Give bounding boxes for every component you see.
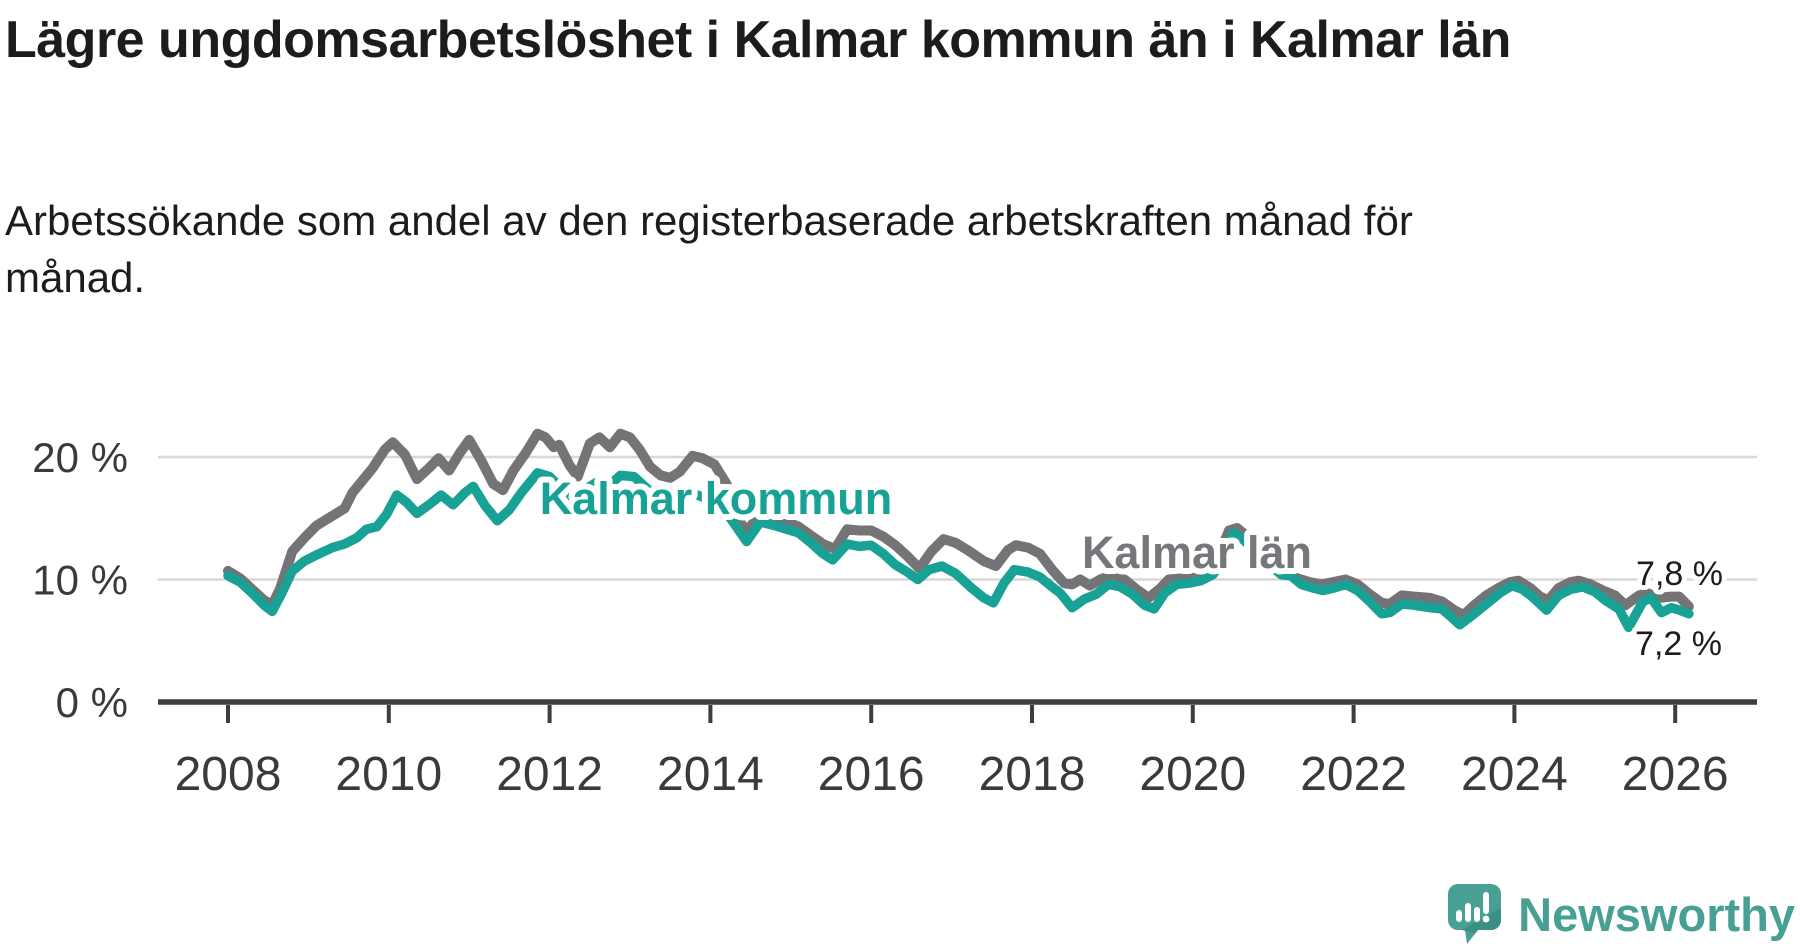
newsworthy-logo-icon <box>1448 884 1502 944</box>
gridlines <box>158 455 1757 581</box>
y-tick-label: 10 % <box>32 557 128 604</box>
x-axis <box>158 699 1757 723</box>
y-axis-labels: 0 % 10 % 20 % <box>32 434 128 726</box>
y-tick-label: 20 % <box>32 434 128 481</box>
series-label-kalmar-kommun: Kalmar kommun <box>540 473 893 524</box>
x-tick-label: 2026 <box>1622 748 1729 801</box>
end-value-label-lan: 7,8 % <box>1636 555 1723 593</box>
y-tick-label: 0 % <box>56 679 128 726</box>
x-tick-label: 2010 <box>335 748 442 801</box>
x-tick-label: 2014 <box>657 748 764 801</box>
x-axis-labels: 2008 2010 2012 2014 2016 2018 2020 2022 2024 2026 <box>175 748 1729 801</box>
data-series <box>223 428 1694 633</box>
series-line-kalmar-kommun <box>223 468 1694 633</box>
series-label-kalmar-lan: Kalmar län <box>1082 527 1312 578</box>
newsworthy-branding: Newsworthy <box>1448 884 1795 944</box>
x-tick-label: 2018 <box>979 748 1086 801</box>
x-tick-label: 2008 <box>175 748 282 801</box>
series-line-kalmar-lan <box>223 428 1694 620</box>
x-tick-label: 2016 <box>818 748 925 801</box>
newsworthy-logo-text: Newsworthy <box>1518 887 1795 941</box>
x-tick-label: 2020 <box>1139 748 1246 801</box>
end-value-label-kommun: 7,2 % <box>1635 625 1722 663</box>
x-tick-label: 2024 <box>1461 748 1568 801</box>
x-tick-label: 2012 <box>496 748 603 801</box>
page-subtitle: Arbetssökande som andel av den registerb… <box>5 197 1413 301</box>
x-tick-label: 2022 <box>1300 748 1407 801</box>
page-title: Lägre ungdomsarbetslöshet i Kalmar kommu… <box>5 11 1511 69</box>
